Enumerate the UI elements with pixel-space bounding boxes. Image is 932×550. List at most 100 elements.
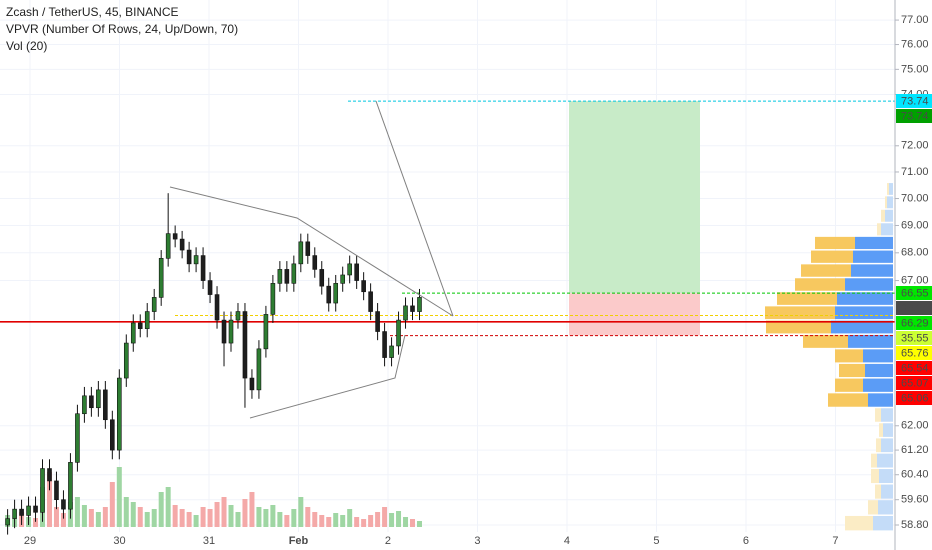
y-tick-label: 61.20 xyxy=(901,444,929,456)
volume-bar xyxy=(172,505,178,527)
vpvr-up xyxy=(878,500,893,515)
candle-body xyxy=(130,322,136,344)
candle-body xyxy=(68,462,73,510)
candle-body xyxy=(312,255,318,270)
vpvr-up xyxy=(881,408,893,422)
vpvr-up xyxy=(865,363,893,378)
volume-bar xyxy=(270,505,276,527)
x-tick-label: 6 xyxy=(743,535,749,547)
price-label-bg xyxy=(896,361,932,375)
vpvr-up xyxy=(853,250,893,263)
volume-bar xyxy=(53,507,59,527)
candle-body xyxy=(110,419,115,451)
y-tick-label: 77.00 xyxy=(901,14,929,26)
candle-body xyxy=(123,342,129,379)
candle-body xyxy=(291,263,297,284)
volume-bar xyxy=(81,505,87,527)
candle-body xyxy=(54,480,59,500)
price-label-bg xyxy=(896,391,932,405)
candle-body xyxy=(179,238,185,251)
y-tick-label: 59.60 xyxy=(901,494,929,506)
volume-bar xyxy=(235,512,241,527)
candle-body xyxy=(47,468,52,482)
volume-bar xyxy=(60,513,66,527)
volume-bar xyxy=(326,517,332,527)
volume-bar xyxy=(410,519,416,527)
vpvr-down xyxy=(845,515,873,531)
candle-body xyxy=(40,468,45,513)
vpvr-down xyxy=(839,363,865,378)
volume-bar xyxy=(375,512,381,527)
candle-body xyxy=(270,283,276,315)
price-label-bg xyxy=(896,316,932,330)
candle-body xyxy=(298,241,304,265)
price-label-bg xyxy=(896,346,932,360)
vpvr-up xyxy=(848,334,893,348)
candle-body xyxy=(284,269,290,284)
volume-bar xyxy=(193,515,199,527)
candle-body xyxy=(375,311,380,332)
volume-bar xyxy=(228,505,234,527)
candle-body xyxy=(144,311,150,329)
vpvr-up xyxy=(873,515,893,531)
candle-body xyxy=(96,389,101,409)
candle-body xyxy=(368,291,373,312)
candle-body xyxy=(137,322,143,329)
candle-body xyxy=(82,395,87,415)
y-tick-label: 72.00 xyxy=(901,140,929,152)
volume-bar xyxy=(291,509,297,527)
candle-body xyxy=(326,285,332,304)
vpvr-down xyxy=(766,320,831,334)
x-tick-label: Feb xyxy=(289,535,309,547)
x-tick-label: 29 xyxy=(24,535,36,547)
trend-line xyxy=(249,334,406,419)
vpvr-down xyxy=(877,223,881,236)
volume-bar xyxy=(298,497,304,527)
volume-bar xyxy=(361,519,367,527)
profit-zone xyxy=(569,101,700,294)
price-label-bg xyxy=(896,376,932,390)
volume-bar xyxy=(403,517,409,527)
vpvr-down xyxy=(881,209,885,222)
volume-bar xyxy=(319,515,325,527)
y-tick-label: 60.40 xyxy=(901,469,929,481)
volume-bar xyxy=(396,511,402,527)
vpvr-down xyxy=(868,500,878,515)
price-label-bg xyxy=(896,109,932,123)
indicator-label: VPVR (Number Of Rows, 24, Up/Down, 70) xyxy=(6,22,238,36)
candle-body xyxy=(256,348,262,391)
volume-bar xyxy=(305,507,311,527)
candle-body xyxy=(228,319,234,344)
vpvr-down xyxy=(875,484,881,499)
candle-body xyxy=(417,297,422,312)
vpvr-up xyxy=(883,423,893,437)
candle-body xyxy=(151,297,157,312)
volume-bar xyxy=(95,512,101,527)
trend-line xyxy=(169,186,454,317)
candle-body xyxy=(403,305,408,321)
vpvr-up xyxy=(863,349,893,363)
volume-bar xyxy=(151,509,157,527)
volume-bar xyxy=(200,507,206,527)
x-tick-label: 4 xyxy=(564,535,570,547)
vpvr-down xyxy=(879,423,883,437)
y-tick-label: 76.00 xyxy=(901,38,929,50)
volume-bar xyxy=(242,499,248,527)
vpvr-down xyxy=(871,453,877,468)
vpvr-down xyxy=(885,196,887,209)
volume-bar xyxy=(256,507,262,527)
vpvr-down xyxy=(835,349,863,363)
price-label: 65.07 xyxy=(901,377,929,389)
volume-bar xyxy=(249,492,255,527)
volume-bar xyxy=(186,512,192,527)
volume-bar xyxy=(179,509,185,527)
x-tick-label: 2 xyxy=(385,535,391,547)
volume-bar xyxy=(137,507,143,527)
candle-body xyxy=(12,508,17,519)
vpvr-down xyxy=(795,278,845,291)
vpvr-up xyxy=(885,209,893,222)
vpvr-up xyxy=(831,320,893,334)
volume-bar xyxy=(284,515,290,527)
drawing xyxy=(169,100,454,419)
volume-bar xyxy=(312,512,318,527)
